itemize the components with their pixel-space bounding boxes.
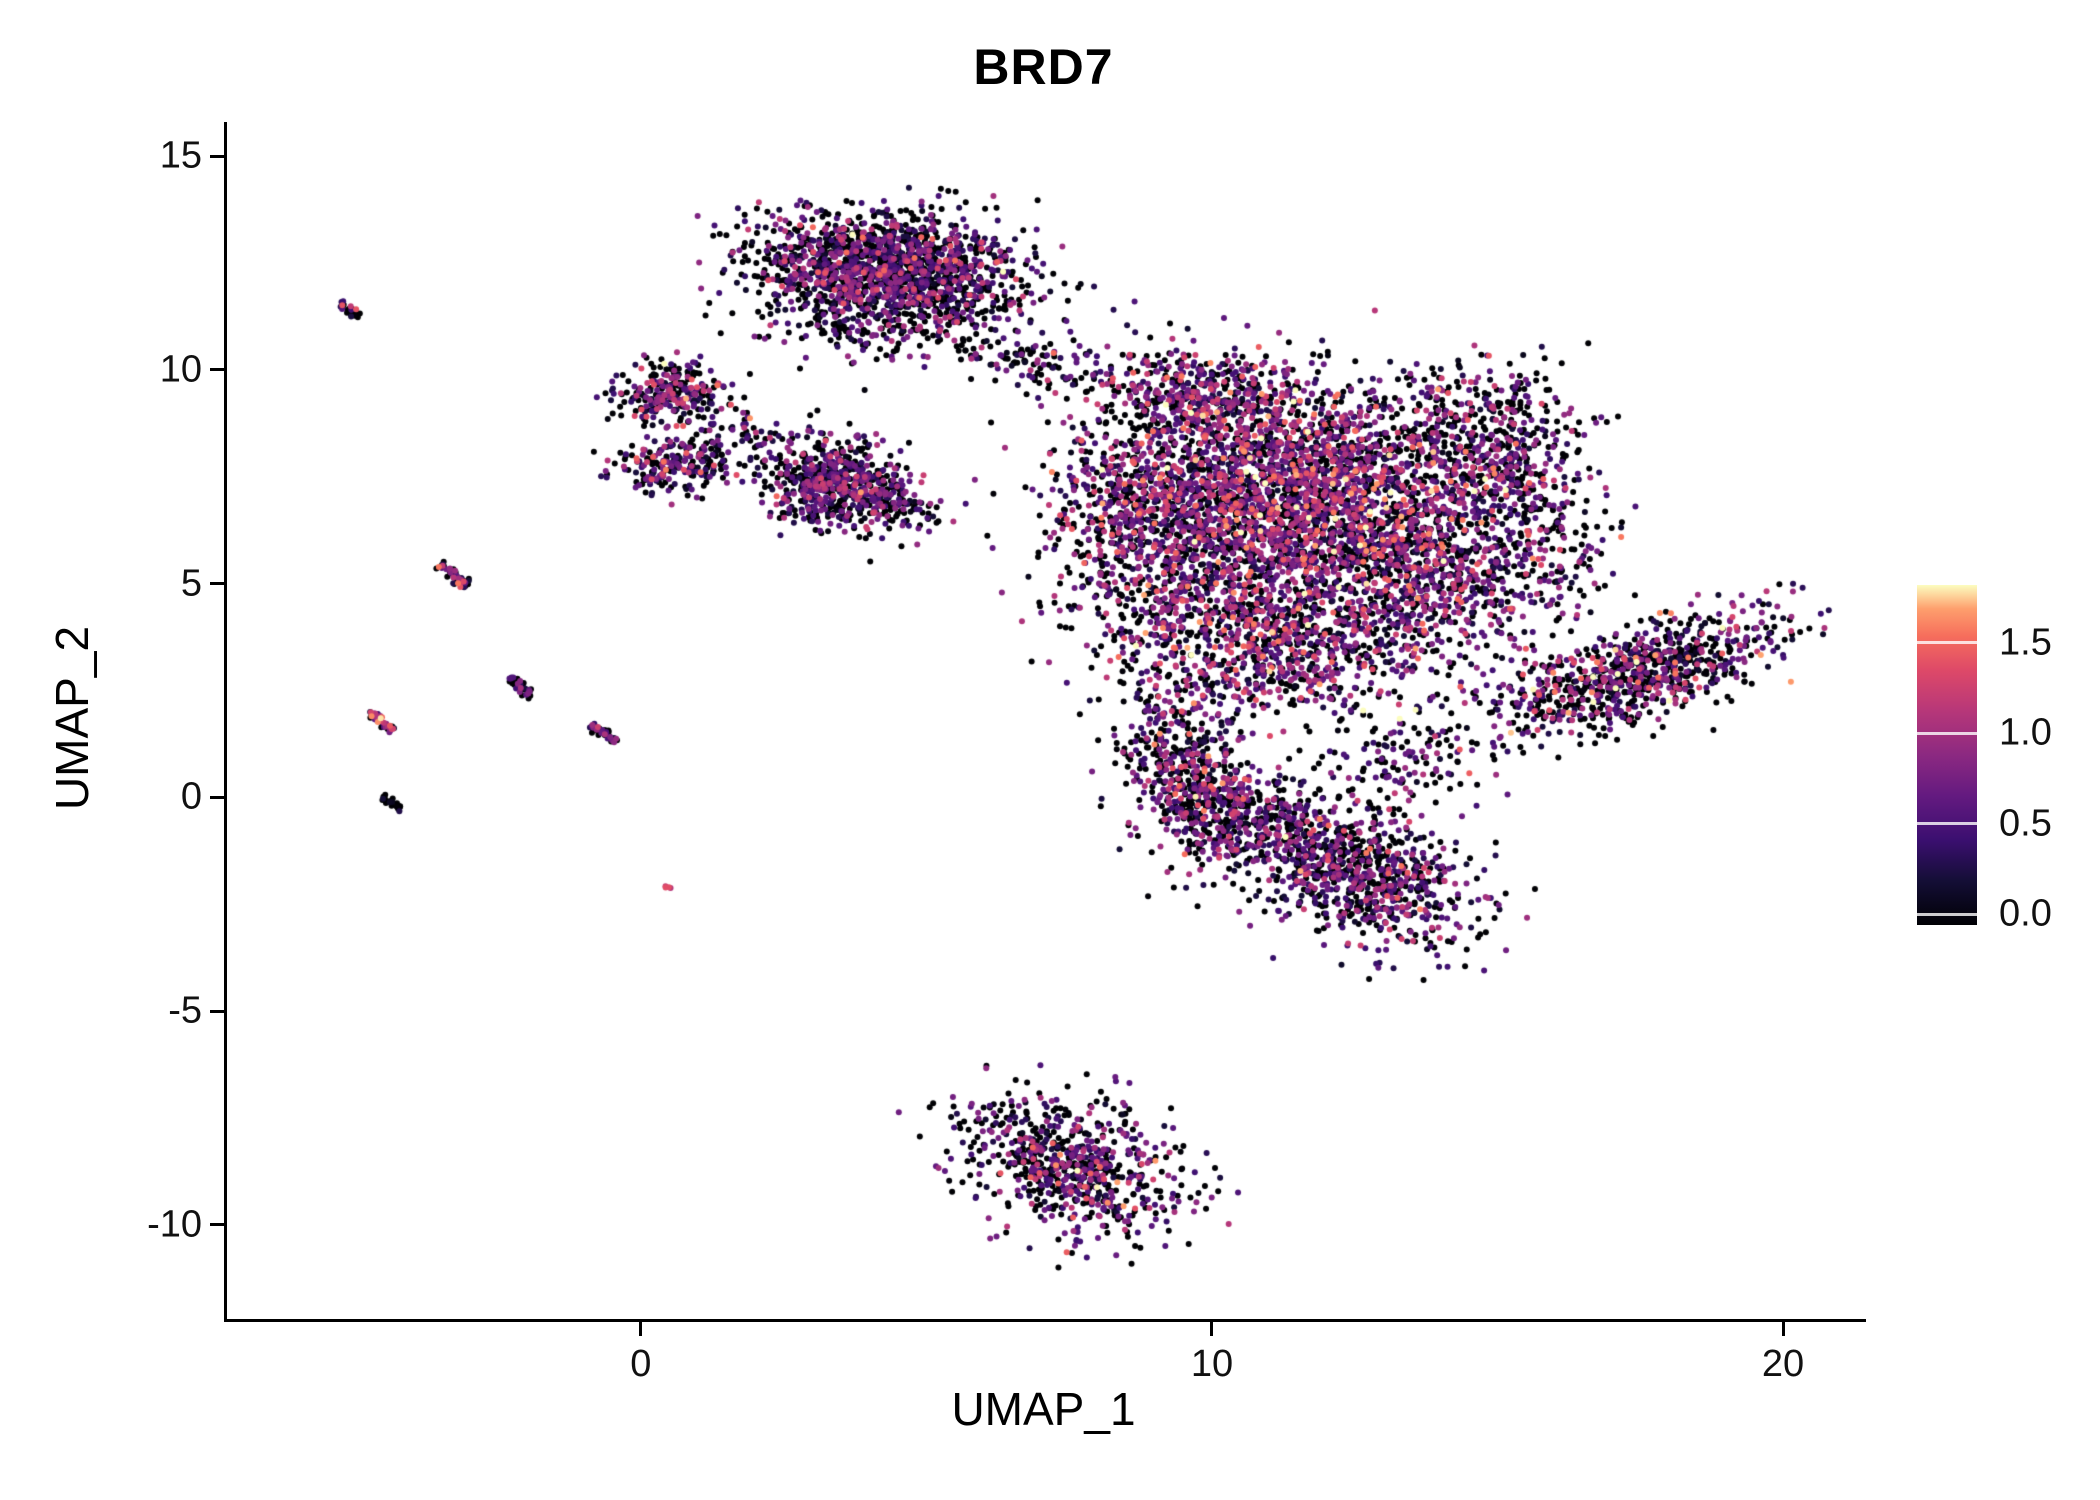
plot-panel [224, 122, 1866, 1322]
colorbar-label: 0.0 [1999, 892, 2052, 935]
y-tick-label: 15 [159, 134, 202, 177]
x-tick-label: 10 [1190, 1343, 1234, 1385]
scatter-canvas [227, 122, 1866, 1319]
colorbar-tick [1917, 641, 1977, 645]
x-tick-mark [1781, 1322, 1785, 1336]
colorbar-tick [1917, 912, 1977, 916]
x-tick-label: 20 [1761, 1343, 1805, 1385]
colorbar-label: 0.5 [1999, 802, 2052, 845]
y-tick-mark [210, 368, 224, 372]
y-tick-label: -5 [168, 989, 202, 1032]
y-tick-mark [210, 154, 224, 158]
x-axis-title: UMAP_1 [951, 1383, 1136, 1435]
colorbar-gradient [1917, 585, 1977, 925]
colorbar-label: 1.0 [1999, 711, 2052, 754]
y-tick-mark [210, 795, 224, 799]
y-tick-label: -10 [147, 1203, 202, 1246]
colorbar-label: 1.5 [1999, 621, 2052, 664]
x-tick-label: 0 [630, 1343, 652, 1385]
y-tick-label: 5 [180, 562, 202, 605]
plot-title: BRD7 [973, 39, 1114, 95]
y-tick-label: 10 [159, 348, 202, 391]
x-tick-mark [1210, 1322, 1214, 1336]
y-tick-mark [210, 582, 224, 586]
y-tick-mark [210, 1009, 224, 1013]
x-tick-mark [639, 1322, 643, 1336]
y-tick-mark [210, 1223, 224, 1227]
y-axis-title: UMAP_2 [46, 625, 98, 811]
colorbar-tick [1917, 822, 1977, 826]
y-tick-label: 0 [180, 775, 202, 818]
colorbar-tick [1917, 731, 1977, 735]
